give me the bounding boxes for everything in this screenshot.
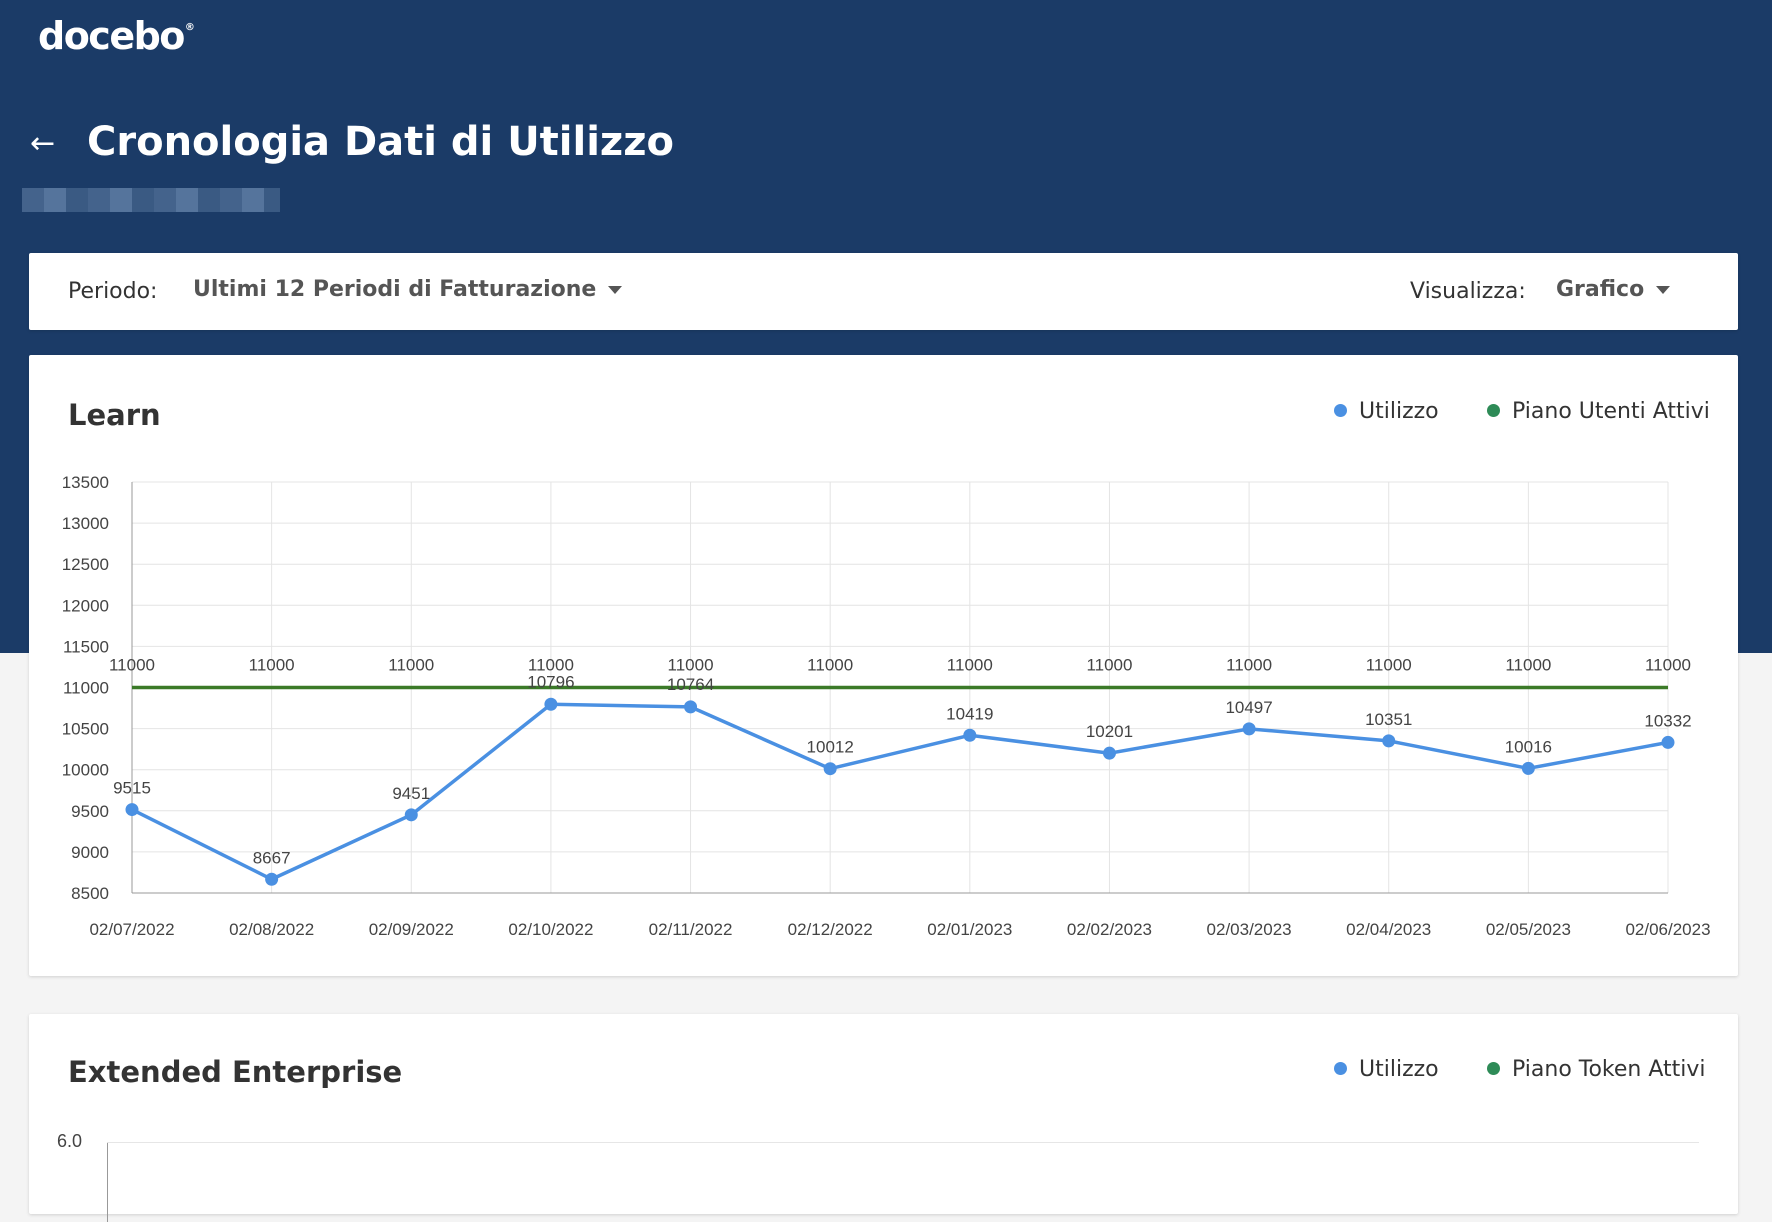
docebo-logo[interactable]: docebo® <box>38 14 195 58</box>
data-label-plan: 11000 <box>528 656 574 675</box>
legend-plan-dot <box>1487 403 1500 417</box>
data-label-usage: 9451 <box>392 784 430 803</box>
blurred-subtitle <box>22 188 280 212</box>
data-label-plan: 11000 <box>1645 656 1691 675</box>
y-tick-label: 13500 <box>62 473 109 492</box>
data-label-usage: 10016 <box>1505 737 1552 756</box>
logo-text: docebo <box>38 14 185 58</box>
y-tick-label: 9500 <box>71 802 109 821</box>
data-label-usage: 10332 <box>1644 711 1691 730</box>
registered-mark: ® <box>184 22 195 33</box>
x-tick-label: 02/05/2023 <box>1486 920 1571 939</box>
legend-usage-dot <box>1334 403 1347 417</box>
data-label-usage: 10497 <box>1225 698 1272 717</box>
legend-plan[interactable]: Piano Utenti Attivi <box>1487 397 1710 427</box>
learn-card: Learn Utilizzo Piano Utenti Attivi 8500 9… <box>29 355 1738 976</box>
period-value: Ultimi 12 Periodi di Fatturazione <box>193 277 597 302</box>
y-tick-label: 10000 <box>62 761 109 780</box>
extended-card: Extended Enterprise Utilizzo Piano Token… <box>29 1014 1738 1222</box>
data-point-usage <box>1242 722 1256 736</box>
x-tick-label: 02/11/2022 <box>649 920 733 939</box>
data-point-usage <box>823 762 837 776</box>
data-point-usage <box>1661 735 1675 749</box>
data-point-usage <box>544 697 558 711</box>
data-point-usage <box>963 728 977 742</box>
data-point-usage <box>684 700 698 714</box>
view-dropdown[interactable]: Grafico <box>1556 275 1671 305</box>
data-label-usage: 8667 <box>253 848 291 867</box>
chevron-down-icon <box>1656 286 1671 294</box>
chevron-down-icon <box>608 286 623 294</box>
data-label-usage: 9515 <box>113 779 151 798</box>
data-label-usage: 10012 <box>807 738 854 757</box>
data-label-plan: 11000 <box>1505 656 1551 675</box>
data-label-plan: 11000 <box>1366 656 1412 675</box>
data-label-usage: 10764 <box>667 675 714 694</box>
x-tick-label: 02/12/2022 <box>788 920 873 939</box>
extended-card-title: Extended Enterprise <box>68 1055 403 1089</box>
data-label-plan: 11000 <box>249 656 295 675</box>
legend-usage-label: Utilizzo <box>1359 399 1439 424</box>
legend-usage-dot <box>1334 1061 1347 1075</box>
x-tick-label: 02/09/2022 <box>369 920 454 939</box>
x-tick-label: 02/01/2023 <box>927 920 1012 939</box>
data-point-usage <box>125 803 139 817</box>
x-tick-label: 02/03/2023 <box>1207 920 1292 939</box>
y-tick-label: 8500 <box>71 884 109 903</box>
page-title: Cronologia Dati di Utilizzo <box>87 119 674 165</box>
y-tick-label: 9000 <box>71 843 109 862</box>
learn-line-chart: 8500900095001000010500110001150012000125… <box>62 473 1711 939</box>
data-point-usage <box>1382 734 1396 748</box>
y-tick-label: 12500 <box>62 555 109 574</box>
data-label-usage: 10796 <box>527 672 574 691</box>
legend-usage-label: Utilizzo <box>1359 1057 1439 1082</box>
legend-usage[interactable]: Utilizzo <box>1334 397 1439 427</box>
data-label-plan: 11000 <box>109 656 155 675</box>
legend-usage[interactable]: Utilizzo <box>1334 1055 1439 1085</box>
data-point-usage <box>265 872 279 886</box>
y-tick-label: 6.0 <box>57 1131 83 1151</box>
data-label-usage: 10419 <box>946 704 993 723</box>
data-label-plan: 11000 <box>1226 656 1272 675</box>
data-label-usage: 10351 <box>1365 710 1412 729</box>
series-line-usage <box>131 702 1669 882</box>
period-dropdown[interactable]: Ultimi 12 Periodi di Fatturazione <box>193 275 623 305</box>
data-label-usage: 10201 <box>1086 722 1133 741</box>
x-tick-label: 02/06/2023 <box>1625 920 1710 939</box>
x-tick-label: 02/02/2023 <box>1067 920 1152 939</box>
y-tick-label: 12000 <box>62 596 109 615</box>
y-tick-label: 13000 <box>62 514 109 533</box>
view-value: Grafico <box>1556 277 1645 302</box>
data-point-usage <box>404 808 418 822</box>
legend-plan-dot <box>1487 1061 1500 1075</box>
y-tick-label: 11000 <box>63 679 109 698</box>
period-label: Periodo: <box>68 279 158 304</box>
learn-card-title: Learn <box>68 398 161 432</box>
data-label-plan: 11000 <box>807 656 853 675</box>
filter-bar: Periodo: Ultimi 12 Periodi di Fatturazio… <box>29 253 1738 330</box>
grid-line <box>107 1142 1699 1143</box>
y-tick-label: 10500 <box>62 720 109 739</box>
x-tick-label: 02/10/2022 <box>508 920 593 939</box>
data-point-usage <box>1102 746 1116 760</box>
data-label-plan: 11000 <box>947 656 993 675</box>
back-arrow-icon[interactable]: ← <box>30 126 56 161</box>
legend-plan[interactable]: Piano Token Attivi <box>1487 1055 1706 1085</box>
x-tick-label: 02/08/2022 <box>229 920 314 939</box>
view-label: Visualizza: <box>1410 279 1526 304</box>
x-tick-label: 02/04/2023 <box>1346 920 1431 939</box>
y-tick-label: 11500 <box>63 637 109 656</box>
data-label-plan: 11000 <box>388 656 434 675</box>
legend-plan-label: Piano Token Attivi <box>1512 1057 1706 1082</box>
data-label-plan: 11000 <box>668 656 714 675</box>
y-axis <box>107 1142 108 1222</box>
data-point-usage <box>1521 761 1535 775</box>
x-tick-label: 02/07/2022 <box>89 920 174 939</box>
data-label-plan: 11000 <box>1086 656 1132 675</box>
legend-plan-label: Piano Utenti Attivi <box>1512 399 1710 424</box>
